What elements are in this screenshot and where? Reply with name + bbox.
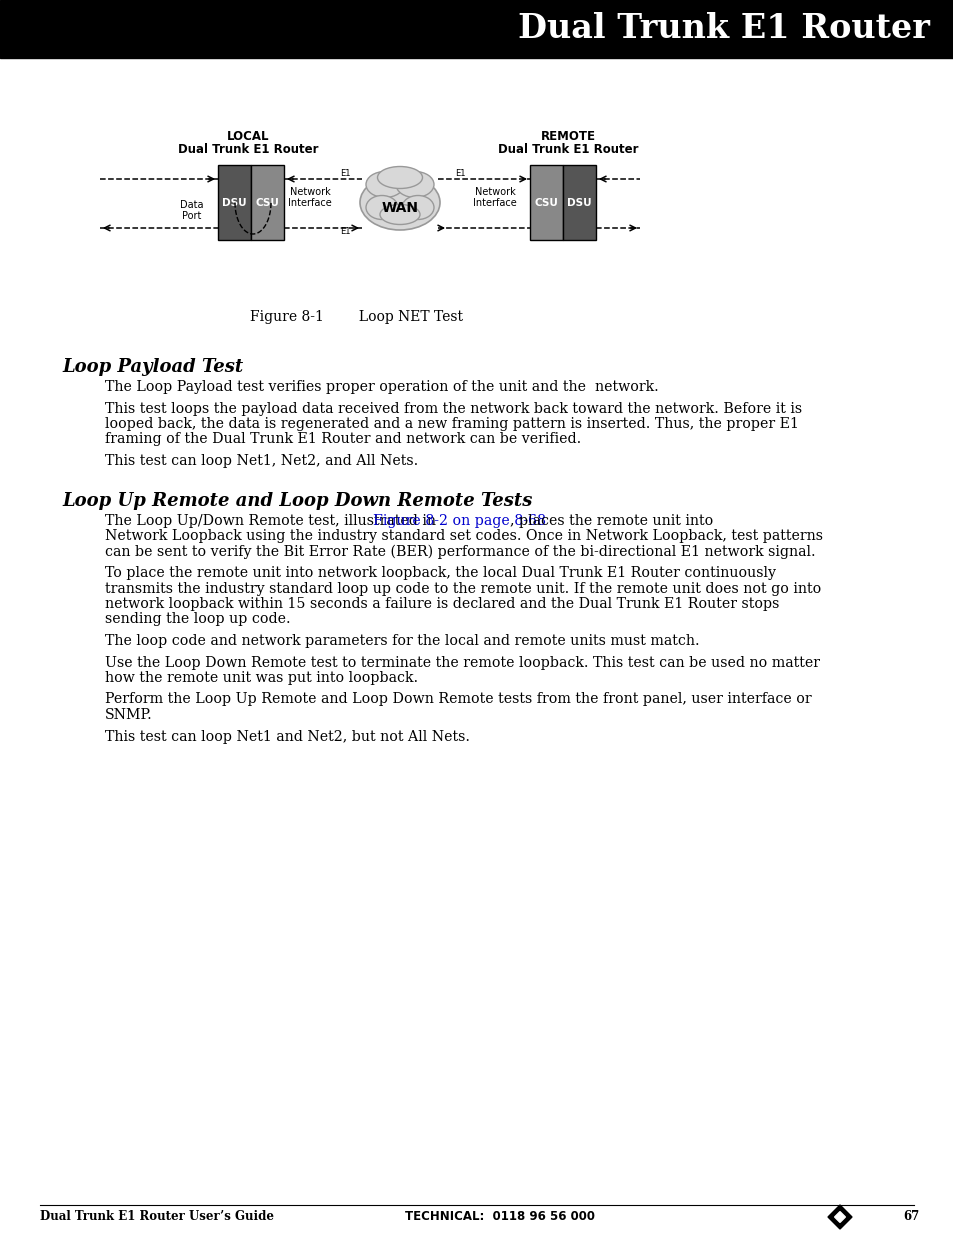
Text: The Loop Payload test verifies proper operation of the unit and the  network.: The Loop Payload test verifies proper op… xyxy=(105,380,659,394)
Text: E1: E1 xyxy=(339,227,350,236)
Text: Network
Interface: Network Interface xyxy=(288,186,332,209)
Text: Loop Up Remote and Loop Down Remote Tests: Loop Up Remote and Loop Down Remote Test… xyxy=(62,492,532,510)
Text: CSU: CSU xyxy=(255,198,279,207)
Ellipse shape xyxy=(401,195,434,220)
Text: Use the Loop Down Remote test to terminate the remote loopback. This test can be: Use the Loop Down Remote test to termina… xyxy=(105,656,820,669)
Polygon shape xyxy=(827,1205,851,1229)
Ellipse shape xyxy=(359,175,439,230)
Text: Dual Trunk E1 Router: Dual Trunk E1 Router xyxy=(177,143,318,156)
Text: E1: E1 xyxy=(455,168,465,178)
Text: This test can loop Net1 and Net2, but not All Nets.: This test can loop Net1 and Net2, but no… xyxy=(105,730,470,743)
Ellipse shape xyxy=(366,195,397,220)
Text: To place the remote unit into network loopback, the local Dual Trunk E1 Router c: To place the remote unit into network lo… xyxy=(105,566,775,580)
Text: Perform the Loop Up Remote and Loop Down Remote tests from the front panel, user: Perform the Loop Up Remote and Loop Down… xyxy=(105,693,811,706)
Bar xyxy=(251,165,284,240)
Text: Data
Port: Data Port xyxy=(180,200,204,221)
Text: LOCAL: LOCAL xyxy=(227,130,269,143)
Bar xyxy=(0,0,953,58)
Text: can be sent to verify the Bit Error Rate (BER) performance of the bi-directional: can be sent to verify the Bit Error Rate… xyxy=(105,545,815,559)
Text: , places the remote unit into: , places the remote unit into xyxy=(509,514,712,527)
Text: framing of the Dual Trunk E1 Router and network can be verified.: framing of the Dual Trunk E1 Router and … xyxy=(105,432,580,447)
Ellipse shape xyxy=(395,172,434,198)
Bar xyxy=(530,165,562,240)
Text: Dual Trunk E1 Router: Dual Trunk E1 Router xyxy=(517,12,929,46)
Text: Dual Trunk E1 Router: Dual Trunk E1 Router xyxy=(497,143,638,156)
Text: how the remote unit was put into loopback.: how the remote unit was put into loopbac… xyxy=(105,671,417,685)
Text: REMOTE: REMOTE xyxy=(540,130,595,143)
Text: 67: 67 xyxy=(902,1210,919,1224)
Text: Network Loopback using the industry standard set codes. Once in Network Loopback: Network Loopback using the industry stan… xyxy=(105,529,822,543)
Text: Network
Interface: Network Interface xyxy=(473,186,517,209)
Text: This test can loop Net1, Net2, and All Nets.: This test can loop Net1, Net2, and All N… xyxy=(105,454,417,468)
Ellipse shape xyxy=(377,167,422,189)
Text: transmits the industry standard loop up code to the remote unit. If the remote u: transmits the industry standard loop up … xyxy=(105,582,821,595)
Bar xyxy=(562,165,596,240)
Text: The Loop Up/Down Remote test, illustrated in: The Loop Up/Down Remote test, illustrate… xyxy=(105,514,440,527)
Text: network loopback within 15 seconds a failure is declared and the Dual Trunk E1 R: network loopback within 15 seconds a fai… xyxy=(105,597,779,611)
Text: TECHNICAL:  0118 96 56 000: TECHNICAL: 0118 96 56 000 xyxy=(405,1210,595,1224)
Text: CSU: CSU xyxy=(534,198,558,207)
Text: DSU: DSU xyxy=(567,198,591,207)
Text: DSU: DSU xyxy=(222,198,247,207)
Text: The loop code and network parameters for the local and remote units must match.: The loop code and network parameters for… xyxy=(105,634,699,648)
Text: SNMP.: SNMP. xyxy=(105,708,152,722)
Ellipse shape xyxy=(366,172,403,198)
Text: WAN: WAN xyxy=(381,200,418,215)
Ellipse shape xyxy=(379,205,419,225)
Text: This test loops the payload data received from the network back toward the netwo: This test loops the payload data receive… xyxy=(105,401,801,415)
Text: E1: E1 xyxy=(339,168,350,178)
Text: Loop Payload Test: Loop Payload Test xyxy=(62,358,243,375)
Text: looped back, the data is regenerated and a new framing pattern is inserted. Thus: looped back, the data is regenerated and… xyxy=(105,417,798,431)
Polygon shape xyxy=(834,1212,844,1223)
Bar xyxy=(218,165,251,240)
Text: Dual Trunk E1 Router User’s Guide: Dual Trunk E1 Router User’s Guide xyxy=(40,1210,274,1224)
Text: Figure 8-1        Loop NET Test: Figure 8-1 Loop NET Test xyxy=(250,310,462,324)
Text: Figure 8-2 on page 8-68: Figure 8-2 on page 8-68 xyxy=(373,514,545,527)
Text: sending the loop up code.: sending the loop up code. xyxy=(105,613,291,626)
